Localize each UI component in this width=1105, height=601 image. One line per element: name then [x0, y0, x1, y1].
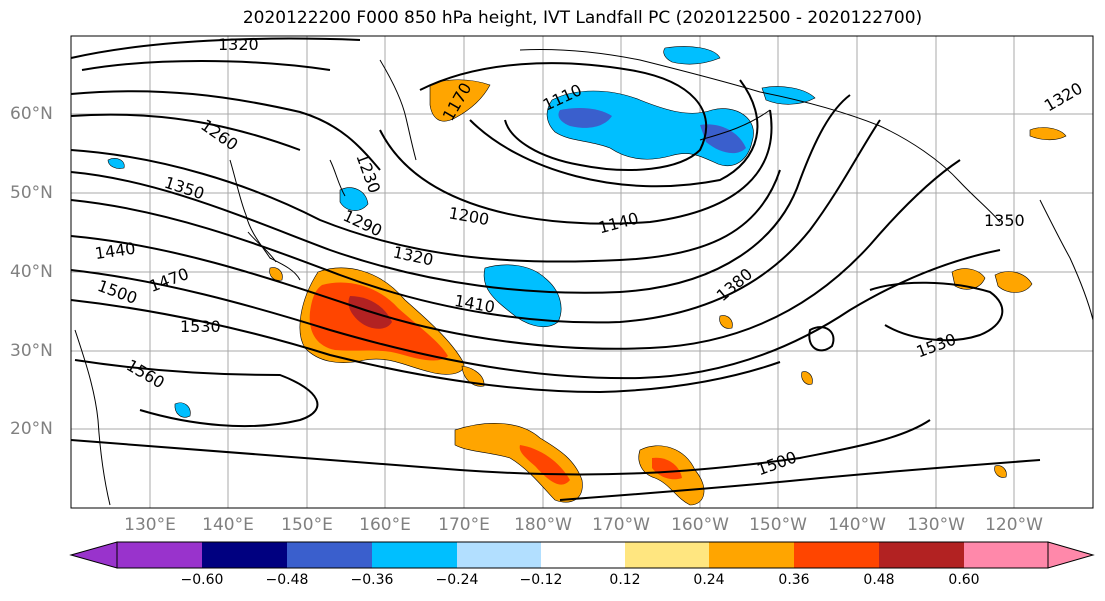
lon-label: 150°E: [281, 515, 333, 535]
colorbar-segment: [372, 542, 457, 568]
lon-label: 160°W: [671, 515, 729, 535]
lon-label: 170°E: [438, 515, 490, 535]
colorbar-tick-label: −0.12: [519, 572, 563, 588]
colorbar-segment: [287, 542, 372, 568]
contour-label: 1530: [180, 317, 221, 336]
coastlines: [74, 48, 1094, 506]
map-frame: [70, 35, 1094, 509]
lon-label: 170°W: [592, 515, 650, 535]
colorbar-tick-label: 0.48: [863, 572, 895, 588]
lat-label: 60°N: [10, 104, 53, 124]
contour-label: 1320: [218, 35, 259, 54]
colorbar-segment: [625, 542, 709, 568]
colorbar-tick-label: 0.36: [778, 572, 810, 588]
colorbar-tick-label: 0.60: [948, 572, 980, 588]
lon-label: 130°W: [907, 515, 965, 535]
colorbar-tick-label: 0.24: [693, 572, 725, 588]
lat-label: 30°N: [10, 341, 53, 361]
colorbar-tick-label: −0.60: [180, 572, 224, 588]
chart-title: 2020122200 F000 850 hPa height, IVT Land…: [242, 8, 923, 28]
lon-label: 150°W: [749, 515, 807, 535]
lat-label: 50°N: [10, 183, 53, 203]
colorbar-tick-label: −0.36: [350, 572, 394, 588]
colorbar-tick-label: −0.48: [265, 572, 309, 588]
lon-label: 160°E: [359, 515, 411, 535]
lat-label: 20°N: [10, 419, 53, 439]
colorbar: [69, 541, 1095, 569]
colorbar-extend-high: [1047, 541, 1095, 569]
colorbar-segment: [457, 542, 541, 568]
lon-label: 180°W: [514, 515, 572, 535]
colorbar-tick-label: −0.24: [435, 572, 479, 588]
height-contours: [70, 37, 1041, 501]
colorbar-segment: [794, 542, 879, 568]
colorbar-extend-low: [69, 541, 118, 569]
lon-label: 140°W: [828, 515, 886, 535]
colorbar-segment: [964, 542, 1048, 568]
lat-label: 40°N: [10, 262, 53, 282]
contour-label: 1350: [984, 211, 1025, 230]
colorbar-segment: [202, 542, 287, 568]
colorbar-segment: [709, 542, 794, 568]
colorbar-segment: [541, 542, 625, 568]
colorbar-segment: [117, 542, 202, 568]
lon-label: 140°E: [202, 515, 254, 535]
colorbar-segment: [879, 542, 964, 568]
colorbar-outline: [116, 541, 1049, 569]
lon-label: 130°E: [124, 515, 176, 535]
colorbar-tick-label: 0.12: [609, 572, 641, 588]
lon-label: 120°W: [985, 515, 1043, 535]
ivt-positive-shading: [269, 79, 1067, 506]
